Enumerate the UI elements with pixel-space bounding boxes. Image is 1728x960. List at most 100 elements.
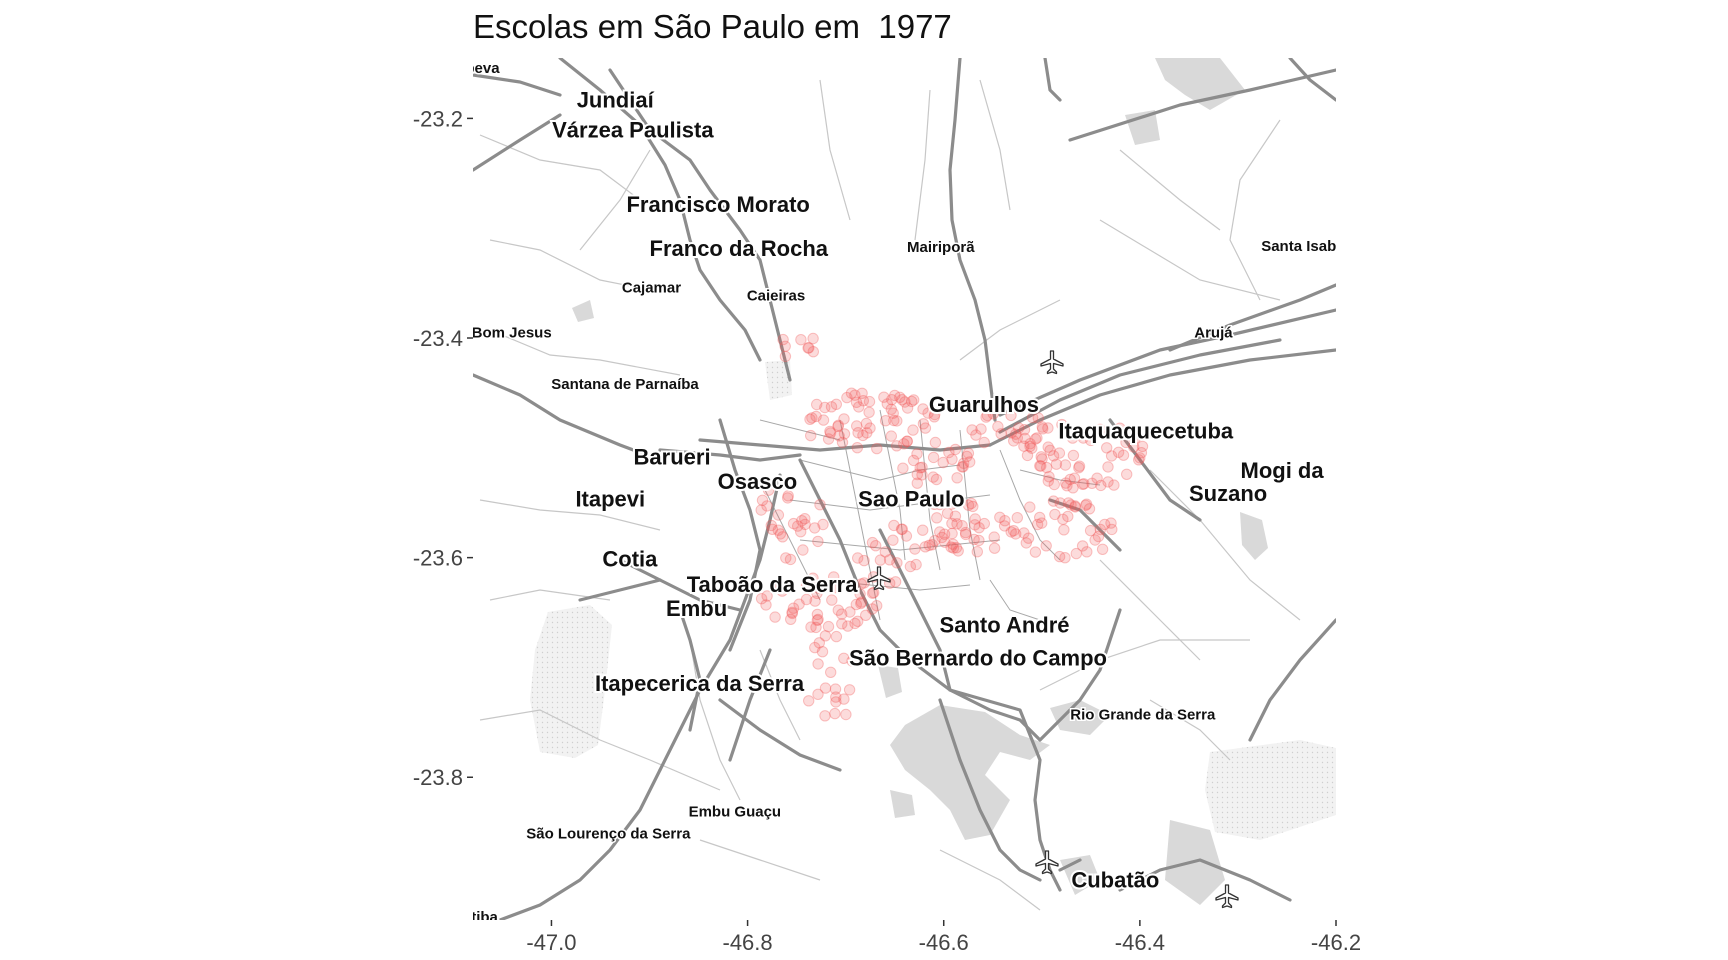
place-label: Embu Guaçu <box>689 803 782 820</box>
school-point <box>879 415 892 427</box>
school-point <box>946 498 958 510</box>
map-background <box>473 58 1336 920</box>
school-point <box>863 406 875 418</box>
school-point <box>806 412 818 424</box>
school-point <box>1036 517 1048 529</box>
school-point <box>774 579 786 592</box>
school-point <box>845 387 858 399</box>
school-point <box>844 606 856 618</box>
school-point <box>1134 452 1146 464</box>
school-point <box>829 707 841 720</box>
school-point <box>874 554 887 566</box>
school-point <box>964 456 976 468</box>
school-point <box>832 604 844 616</box>
school-point <box>803 695 815 707</box>
school-point <box>973 522 985 534</box>
school-point <box>800 593 813 606</box>
school-point <box>978 517 990 530</box>
school-point <box>807 346 819 358</box>
school-point <box>1099 518 1111 531</box>
place-label: Taboão da Serra <box>687 572 859 597</box>
school-point <box>946 527 958 540</box>
school-point <box>825 666 837 678</box>
school-point <box>881 398 893 410</box>
school-point <box>1067 482 1079 494</box>
map-panel[interactable]: upeva Jundiaí Várzea Paulista Francisco Mor… <box>404 58 1336 926</box>
school-point <box>1068 472 1081 484</box>
school-point <box>959 526 972 539</box>
school-point <box>1105 517 1117 529</box>
school-point <box>1136 440 1149 453</box>
airport-icon <box>867 566 891 591</box>
school-point <box>1073 460 1086 472</box>
school-point <box>1043 471 1055 483</box>
school-point <box>786 607 798 620</box>
school-point <box>812 535 824 548</box>
school-point <box>814 499 826 511</box>
place-label: Itapevi <box>575 486 645 511</box>
school-point <box>1047 450 1060 462</box>
school-point <box>1106 523 1118 536</box>
school-point <box>888 519 900 532</box>
school-point <box>1029 546 1042 558</box>
school-point <box>809 522 821 534</box>
school-point <box>787 517 800 530</box>
school-point <box>947 542 960 554</box>
school-point <box>1031 432 1043 444</box>
school-point <box>853 401 865 413</box>
school-point <box>1105 428 1118 440</box>
school-point <box>1018 440 1030 452</box>
school-point <box>981 409 994 422</box>
school-point <box>857 429 869 442</box>
school-point <box>929 436 942 449</box>
school-point <box>901 435 913 447</box>
school-point <box>885 430 897 442</box>
school-point <box>826 594 838 606</box>
school-point <box>878 391 890 403</box>
school-point <box>805 429 817 442</box>
school-point <box>1135 447 1148 459</box>
school-point <box>782 490 794 502</box>
place-label: Embu <box>666 596 727 621</box>
school-point <box>822 433 835 445</box>
school-point <box>1091 472 1103 484</box>
school-point <box>917 418 930 430</box>
school-point <box>793 598 805 610</box>
school-point <box>779 350 792 363</box>
school-point <box>911 468 923 481</box>
school-point <box>978 436 990 449</box>
school-point <box>761 500 773 512</box>
school-point <box>927 471 939 483</box>
school-point <box>860 609 872 621</box>
school-points <box>755 332 1149 722</box>
school-point <box>822 620 835 633</box>
school-point <box>1036 421 1049 433</box>
school-point <box>1080 498 1093 510</box>
place-label: São Bernardo do Campo <box>849 646 1107 671</box>
school-point <box>1102 476 1114 488</box>
school-point <box>1101 442 1113 454</box>
school-point <box>1086 477 1098 489</box>
school-point <box>833 430 845 442</box>
school-point <box>807 572 819 584</box>
school-point <box>772 509 785 521</box>
school-point <box>777 333 789 346</box>
school-point <box>1007 525 1020 537</box>
school-point <box>850 396 863 408</box>
school-point <box>780 552 792 564</box>
school-point <box>886 394 898 406</box>
school-point <box>939 536 951 548</box>
school-point <box>1058 524 1070 536</box>
school-point <box>1042 441 1054 453</box>
school-point <box>813 637 825 649</box>
school-point <box>871 600 883 612</box>
school-point <box>887 534 899 546</box>
school-point <box>855 596 868 608</box>
y-tick-label: -23.6 <box>413 546 463 571</box>
school-point <box>1064 473 1076 486</box>
place-label: São Lourenço da Serra <box>526 825 691 842</box>
school-point <box>824 427 837 439</box>
school-point <box>863 395 876 408</box>
x-tick-label: -47.0 <box>526 930 576 955</box>
